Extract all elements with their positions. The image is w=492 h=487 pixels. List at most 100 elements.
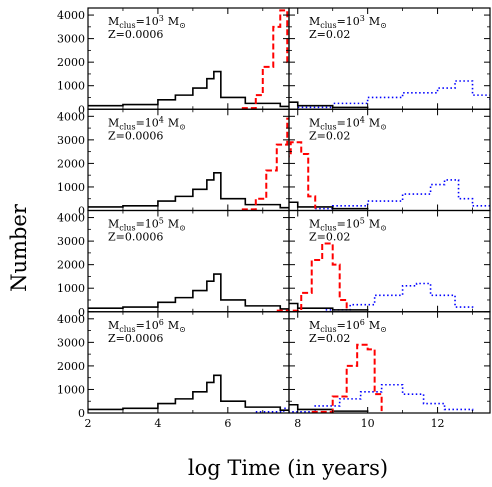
mass-subscript: clus	[320, 224, 336, 233]
mass-symbol: M	[309, 15, 320, 28]
y-tick-label: 4000	[57, 313, 85, 326]
y-tick-label: 1000	[57, 181, 85, 194]
mass-unit-sun: ⊙	[380, 21, 387, 30]
mass-exponent: 3	[159, 14, 164, 23]
series-black-line	[88, 70, 289, 108]
mass-exponent: 4	[159, 115, 164, 124]
series-blue-line	[289, 383, 474, 413]
panel-metallicity-label: Z=0.0006	[108, 332, 163, 345]
mass-exponent: 3	[360, 14, 365, 23]
panel-metallicity-label: Z=0.0006	[108, 28, 163, 41]
mass-value: =10	[136, 15, 159, 28]
mass-exponent: 5	[360, 217, 365, 226]
x-tick-label: 6	[224, 417, 231, 430]
panel-mass-label: Mclus=105 M⊙	[108, 217, 186, 233]
series-blue-line	[325, 282, 474, 311]
mass-subscript: clus	[119, 325, 135, 334]
x-tick-label: 4	[154, 417, 161, 430]
series-blue-line	[308, 272, 472, 311]
panel-mass-label: Mclus=104 M⊙	[309, 115, 387, 131]
mass-symbol: M	[108, 116, 119, 129]
panel-metallicity-label: Z=0.02	[309, 129, 350, 142]
mass-unit: M	[369, 15, 380, 28]
y-tick-label: 0	[78, 306, 85, 319]
y-tick-label: 4000	[57, 212, 85, 225]
mass-subscript: clus	[320, 21, 336, 30]
mass-value: =10	[337, 116, 360, 129]
y-tick-label: 0	[78, 103, 85, 116]
mass-value: =10	[136, 319, 159, 332]
panel-2-1: Mclus=105 M⊙Z=0.02	[288, 209, 491, 313]
panel-mass-label: Mclus=105 M⊙	[309, 217, 387, 233]
y-tick-label: 2000	[57, 360, 85, 373]
y-tick-label: 3000	[57, 336, 85, 349]
y-tick-label: 2000	[57, 259, 85, 272]
x-tick-label: 12	[431, 417, 445, 430]
y-tick-label: 2000	[57, 157, 85, 170]
series-black-line	[88, 172, 289, 209]
panel-mass-label: Mclus=103 M⊙	[108, 14, 186, 30]
mass-exponent: 6	[159, 318, 164, 327]
panel-3-1: Mclus=106 M⊙Z=0.02	[288, 311, 491, 414]
mass-unit-sun: ⊙	[179, 224, 186, 233]
panel-frame	[288, 311, 491, 414]
series-black-line	[289, 101, 369, 109]
mass-symbol: M	[309, 218, 320, 231]
mass-subscript: clus	[119, 21, 135, 30]
series-black-line	[289, 201, 369, 210]
series-blue-line	[298, 79, 490, 108]
mass-symbol: M	[309, 319, 320, 332]
mass-value: =10	[136, 218, 159, 231]
panel-metallicity-label: Z=0.02	[309, 332, 350, 345]
x-axis-title: log Time (in years)	[188, 456, 388, 480]
series-black-line	[88, 374, 289, 411]
mass-unit-sun: ⊙	[380, 325, 387, 334]
mass-symbol: M	[108, 15, 119, 28]
panel-metallicity-label: Z=0.02	[309, 231, 350, 244]
axis-labels-layer: Number log Time (in years)	[7, 203, 388, 480]
series-blue-line	[315, 179, 490, 210]
series-red-line	[289, 141, 317, 209]
mass-unit: M	[369, 319, 380, 332]
mass-unit: M	[369, 218, 380, 231]
y-axis-title: Number	[7, 203, 31, 292]
mass-symbol: M	[309, 116, 320, 129]
y-tick-label: 3000	[57, 235, 85, 248]
series-black-line	[88, 273, 289, 310]
series-red-line	[241, 117, 289, 211]
mass-value: =10	[136, 116, 159, 129]
x-tick-label: 8	[294, 417, 301, 430]
x-tick-label: 10	[361, 417, 375, 430]
mass-subscript: clus	[119, 122, 135, 131]
y-tick-label: 0	[78, 407, 85, 420]
y-tick-label: 0	[78, 205, 85, 218]
mass-symbol: M	[108, 319, 119, 332]
mass-subscript: clus	[320, 122, 336, 131]
panel-mass-label: Mclus=104 M⊙	[108, 115, 186, 131]
series-red-line	[241, 9, 289, 110]
series-blue-line	[308, 180, 479, 209]
series-blue-line	[297, 80, 490, 109]
mass-exponent: 6	[360, 318, 365, 327]
mass-exponent: 4	[360, 115, 365, 124]
mass-unit: M	[369, 116, 380, 129]
panel-metallicity-label: Z=0.0006	[108, 129, 163, 142]
mass-unit: M	[168, 15, 179, 28]
y-tick-label: 1000	[57, 282, 85, 295]
panel-metallicity-label: Z=0.0006	[108, 231, 163, 244]
y-tick-label: 1000	[57, 80, 85, 93]
panel-mass-label: Mclus=106 M⊙	[108, 318, 186, 334]
mass-exponent: 5	[159, 217, 164, 226]
mass-unit: M	[168, 218, 179, 231]
series-red-line	[311, 343, 383, 413]
series-red-line	[289, 242, 348, 312]
mass-value: =10	[337, 319, 360, 332]
y-tick-label: 4000	[57, 110, 85, 123]
mass-unit-sun: ⊙	[179, 325, 186, 334]
